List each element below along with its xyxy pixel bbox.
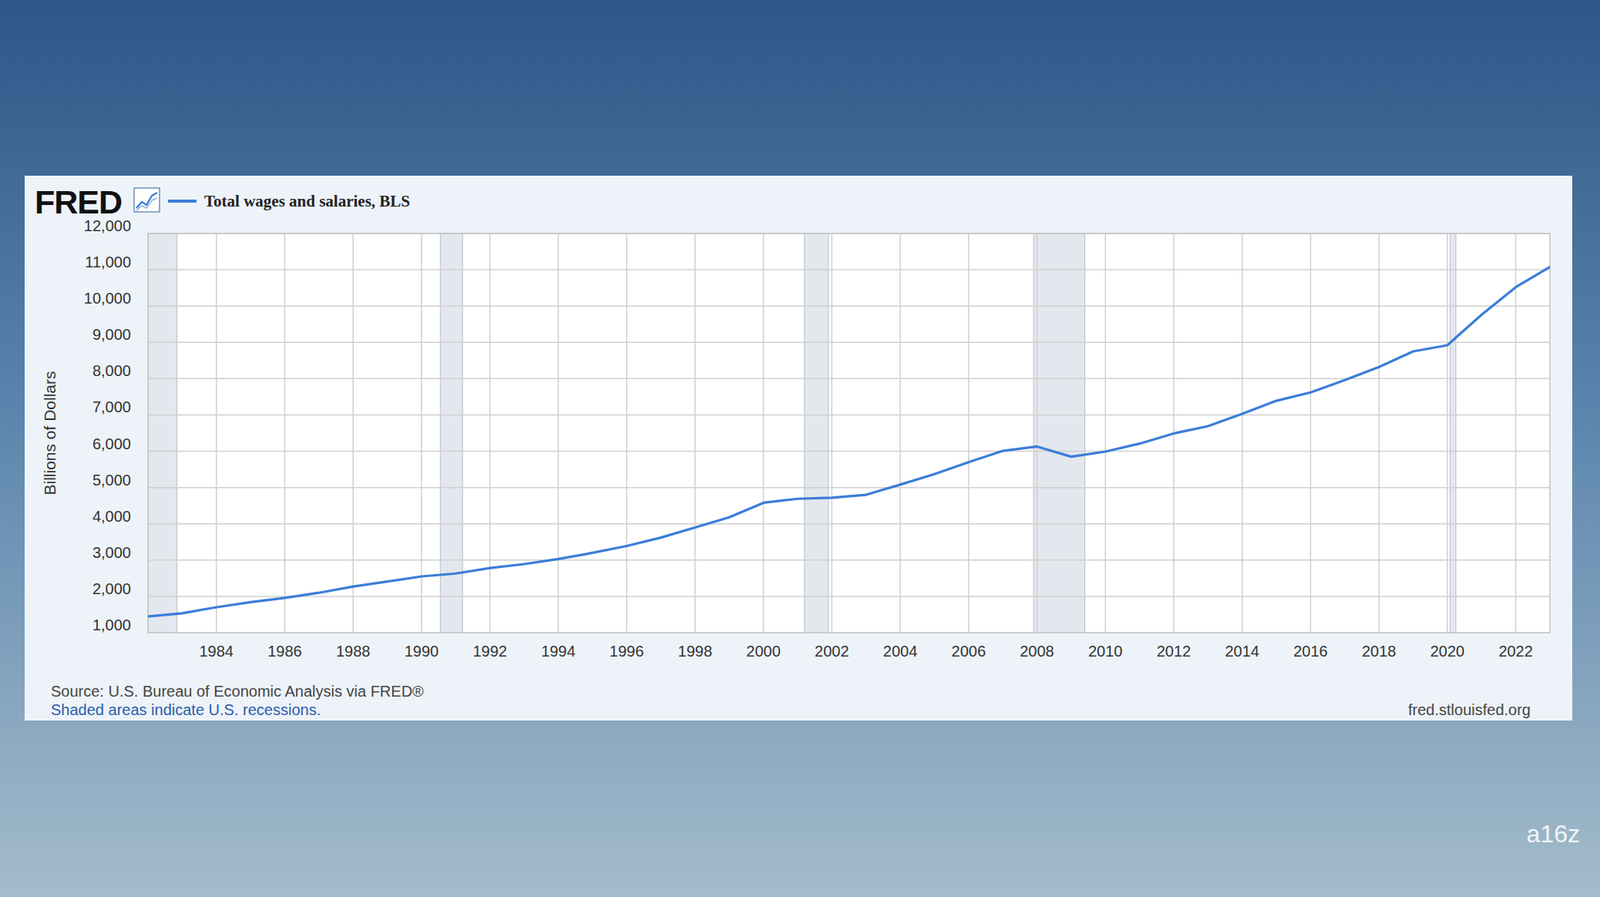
x-tick-label: 2016 — [1293, 642, 1328, 660]
x-grid-line — [557, 233, 560, 633]
legend-label: Total wages and salaries, BLS — [204, 191, 411, 211]
x-grid-line — [489, 233, 491, 633]
x-tick-label: 2018 — [1361, 642, 1397, 660]
y-grid-line — [147, 378, 1550, 380]
y-tick-label: 9,000 — [92, 326, 132, 343]
recession-band — [1449, 233, 1456, 633]
y-grid-line — [147, 487, 1550, 489]
x-grid-line — [352, 233, 354, 633]
plot-area — [147, 233, 1550, 633]
y-tick-label: 3,000 — [92, 544, 132, 562]
x-grid-line — [1310, 233, 1312, 633]
y-grid-line — [147, 268, 1550, 271]
x-grid-line — [694, 233, 696, 633]
logo-icon — [134, 188, 160, 212]
y-grid-line — [147, 305, 1550, 307]
x-tick-label: 2000 — [746, 642, 781, 660]
x-grid-line — [215, 233, 218, 633]
y-grid-line — [147, 559, 1550, 562]
icon-line — [136, 192, 158, 209]
x-tick-label: 1998 — [678, 642, 713, 660]
x-tick-label: 2010 — [1088, 642, 1123, 660]
y-tick-label: 5,000 — [92, 471, 132, 489]
x-grid-line — [899, 233, 901, 633]
recessions — [147, 233, 1456, 633]
recession-band — [147, 233, 178, 633]
recession-band — [1033, 233, 1086, 633]
x-grid-line — [1241, 233, 1244, 633]
watermark: a16z — [1526, 820, 1580, 848]
x-grid-line — [420, 233, 423, 633]
y-tick-label: 7,000 — [92, 398, 132, 416]
y-tick-label: 10,000 — [84, 289, 132, 307]
source-url: fred.stlouisfed.org — [1408, 701, 1531, 719]
x-grid-line — [1036, 233, 1039, 633]
y-grid-line — [147, 523, 1550, 525]
x-tick-label: 1984 — [198, 642, 234, 660]
series-line — [147, 266, 1550, 616]
x-tick-label: 2002 — [814, 642, 850, 660]
y-tick-label: 2,000 — [92, 580, 132, 598]
x-grid-line — [1378, 233, 1380, 633]
x-tick-label: 2006 — [951, 642, 987, 660]
x-tick-label: 1986 — [267, 642, 303, 660]
x-tick-label: 1994 — [541, 642, 576, 660]
icon-frame — [134, 188, 160, 212]
x-grid-line — [1104, 233, 1106, 633]
legend-swatch — [168, 199, 197, 203]
x-grid-line — [1515, 233, 1517, 633]
x-tick-label: 2020 — [1430, 642, 1466, 660]
background — [0, 0, 1600, 897]
x-tick-label: 2012 — [1156, 642, 1192, 660]
x-tick-label: 2008 — [1019, 642, 1055, 660]
x-tick-label: 1990 — [404, 642, 440, 660]
x-tick-label: 1988 — [336, 642, 371, 660]
x-tick-label: 2014 — [1224, 642, 1260, 660]
x-grid-line — [1446, 233, 1449, 633]
recession-band — [804, 233, 829, 633]
source-note: Source: U.S. Bureau of Economic Analysis… — [50, 682, 424, 700]
recession-note: Shaded areas indicate U.S. recessions. — [50, 701, 321, 719]
page: 1,000 2,000 3,000 4,000 5,000 6,000 7,000 8,000… — [0, 0, 1600, 897]
y-grid-line — [147, 450, 1550, 453]
x-grid-line — [763, 233, 765, 633]
x-tick-label: 2004 — [883, 642, 918, 660]
x-grid-line — [284, 233, 286, 633]
x-tick-label: 2022 — [1498, 642, 1533, 660]
y-tick-label: 6,000 — [92, 435, 132, 453]
series-group — [147, 266, 1550, 616]
y-tick-label: 8,000 — [92, 362, 132, 380]
x-tick-label: 1992 — [472, 642, 508, 660]
y-grid-line — [147, 595, 1550, 598]
panel — [24, 175, 1573, 721]
y-tick-label: 4,000 — [92, 507, 132, 525]
y-grid-line — [147, 342, 1550, 344]
x-grid-line — [831, 233, 834, 633]
y-axis-title: Billions of Dollars — [40, 370, 59, 495]
y-tick-label: 11,000 — [84, 253, 132, 271]
icon-line — [136, 198, 158, 211]
plot-frame — [147, 233, 1550, 633]
x-grid-line — [968, 233, 970, 633]
y-grid-line — [147, 414, 1550, 417]
grid — [147, 233, 1550, 633]
x-grid-line — [625, 233, 628, 633]
x-tick-label: 1996 — [609, 642, 645, 660]
logo: FRED — [34, 183, 122, 221]
y-tick-label: 1,000 — [92, 616, 132, 634]
